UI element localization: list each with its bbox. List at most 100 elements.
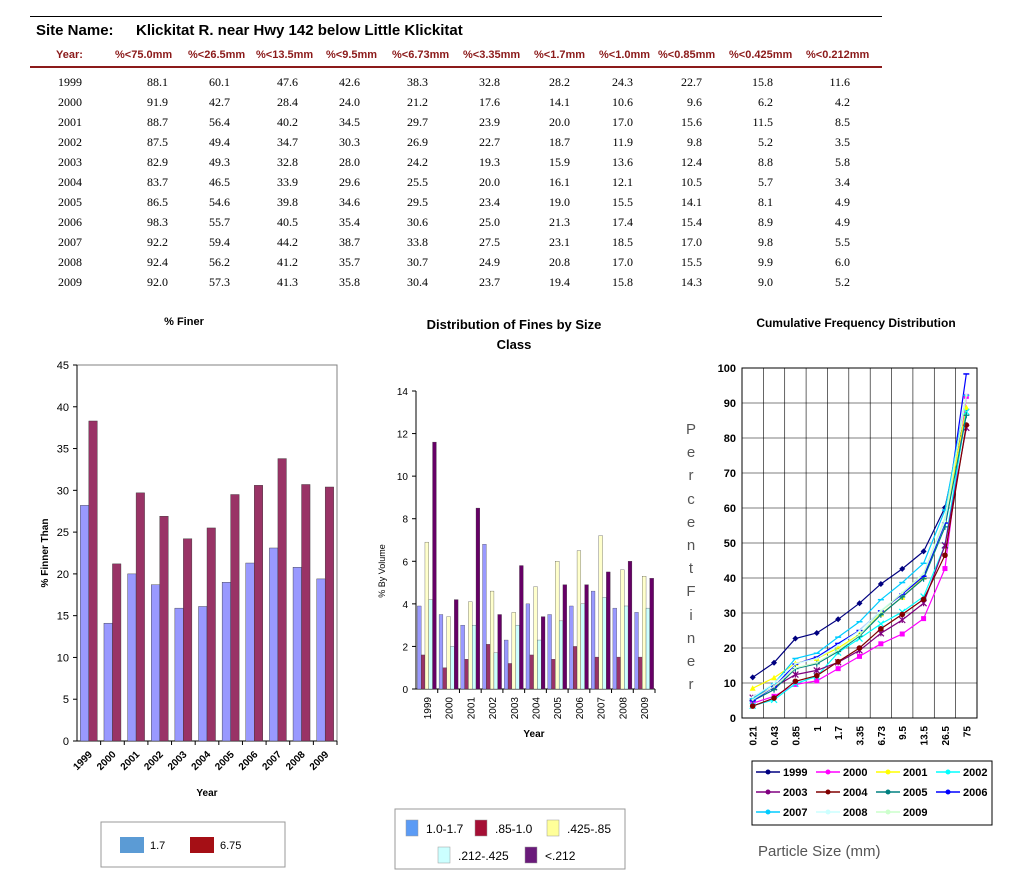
table-cell: 20.8 — [549, 255, 570, 269]
legend-label: 2002 — [963, 767, 987, 779]
table-cell: 3.5 — [835, 135, 850, 149]
series-point-2009 — [943, 516, 947, 519]
series-point-2009 — [922, 572, 925, 575]
table-cell: 23.1 — [549, 235, 570, 249]
table-cell-year: 2001 — [58, 115, 82, 129]
table-cell: 17.4 — [612, 215, 633, 229]
bar-1_7 — [127, 573, 137, 742]
bar-series-1 — [616, 656, 621, 690]
y-tick-label: 20 — [724, 643, 736, 655]
legend-label: 2008 — [843, 807, 867, 819]
bar-series-0 — [504, 639, 509, 690]
table-cell: 35.8 — [339, 275, 360, 289]
x-tick-label: 2004 — [532, 697, 543, 720]
series-point-2000 — [835, 666, 841, 672]
bar-series-4 — [475, 507, 480, 690]
bar-series-2 — [598, 535, 603, 690]
y-tick-label: 100 — [718, 363, 736, 375]
legend-swatch — [437, 846, 451, 864]
y-tick-label: 90 — [724, 398, 736, 410]
table-cell: 13.6 — [612, 155, 633, 169]
table-cell: 30.6 — [407, 215, 428, 229]
y-tick-label: 6 — [402, 557, 408, 568]
ylabel-letter: F — [686, 583, 696, 601]
bar-series-2 — [489, 590, 495, 690]
legend-label: 2009 — [903, 807, 927, 819]
bar-1_7 — [292, 567, 302, 742]
col-header: %<0.212mm — [806, 49, 870, 61]
table-cell-year: 2006 — [58, 215, 82, 229]
table-cell: 92.0 — [147, 275, 168, 289]
table-cell: 17.0 — [612, 255, 633, 269]
table-cell: 57.3 — [209, 275, 230, 289]
bar-series-3 — [624, 605, 629, 690]
x-tick-label: 2008 — [284, 749, 308, 773]
bar-1_7 — [151, 584, 160, 742]
col-header: %<0.425mm — [729, 49, 793, 61]
table-cell: 86.5 — [147, 195, 168, 209]
table-row: 2002 87.5 49.4 34.7 30.3 26.9 22.7 18.7 11.9 9.8 5… — [30, 132, 882, 152]
bar-series-0 — [417, 605, 422, 690]
table-cell: 19.0 — [549, 195, 570, 209]
legend-label: 2005 — [903, 787, 927, 799]
bar-series-1 — [551, 659, 556, 690]
table-cell: 8.5 — [835, 115, 850, 129]
table-cell: 17.0 — [612, 115, 633, 129]
table-cell: 34.7 — [277, 135, 298, 149]
bar-series-2 — [620, 569, 625, 690]
y-tick-label: 50 — [724, 538, 736, 550]
series-point-1999 — [792, 635, 799, 642]
table-cell: 44.2 — [277, 235, 298, 249]
bar-series-0 — [591, 590, 596, 690]
col-header: %<9.5mm — [326, 49, 378, 61]
table-cell-year: 2008 — [58, 255, 82, 269]
table-cell: 9.9 — [758, 255, 773, 269]
table-cell: 30.3 — [339, 135, 360, 149]
ylabel-letter: n — [686, 629, 696, 647]
bar-series-4 — [627, 561, 633, 690]
ylabel-letter: n — [686, 537, 696, 555]
table-cell: 19.4 — [549, 275, 570, 289]
data-table: 1999 88.1 60.1 47.6 42.6 38.3 32.8 28.2 24.3 22.7… — [30, 72, 882, 292]
particle-size-axis-label: Particle Size (mm) — [758, 843, 881, 860]
bar-series-4 — [541, 616, 546, 690]
table-cell: 15.9 — [549, 155, 570, 169]
table-cell: 29.7 — [407, 115, 428, 129]
x-tick-label: 0.85 — [791, 726, 802, 746]
y-tick-label: 80 — [724, 433, 736, 445]
table-cell: 55.7 — [209, 215, 230, 229]
site-name-label: Site Name: — [36, 22, 114, 39]
table-cell: 39.8 — [277, 195, 298, 209]
table-cell: 15.8 — [752, 75, 773, 89]
table-cell: 8.1 — [758, 195, 773, 209]
col-header: %<0.85mm — [658, 49, 716, 61]
table-cell: 23.4 — [479, 195, 500, 209]
y-tick-label: 35 — [57, 444, 69, 456]
bar-series-3 — [580, 603, 585, 690]
series-point-2005 — [899, 593, 906, 600]
table-cell: 20.0 — [479, 175, 500, 189]
series-point-2004 — [835, 658, 841, 665]
series-point-2009 — [772, 685, 776, 688]
x-tick-label: 13.5 — [920, 726, 931, 746]
y-axis-label: % By Volume — [377, 544, 387, 598]
series-point-1999 — [920, 548, 927, 555]
x-tick-label: 1.7 — [834, 726, 845, 740]
table-cell: 82.9 — [147, 155, 168, 169]
series-point-1999 — [899, 565, 906, 572]
series-point-2009 — [879, 610, 883, 613]
series-point-1999 — [749, 674, 756, 681]
y-tick-label: 45 — [57, 360, 69, 372]
series-point-2008 — [794, 662, 797, 665]
table-cell: 8.8 — [758, 155, 773, 169]
table-cell-year: 2002 — [58, 135, 82, 149]
table-cell: 11.5 — [752, 115, 773, 129]
legend-marker — [825, 769, 831, 775]
legend-swatch — [405, 819, 419, 837]
series-point-2009 — [858, 633, 861, 637]
y-tick-label: 14 — [397, 387, 409, 398]
table-cell: 27.5 — [479, 235, 500, 249]
chart-title: % Finer — [164, 316, 204, 328]
table-cell: 12.1 — [612, 175, 633, 189]
series-point-2002 — [877, 620, 885, 628]
